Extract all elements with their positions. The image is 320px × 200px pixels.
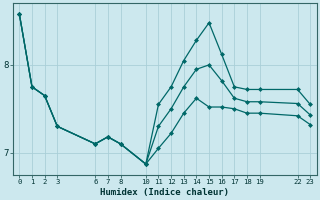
X-axis label: Humidex (Indice chaleur): Humidex (Indice chaleur)	[100, 188, 229, 197]
